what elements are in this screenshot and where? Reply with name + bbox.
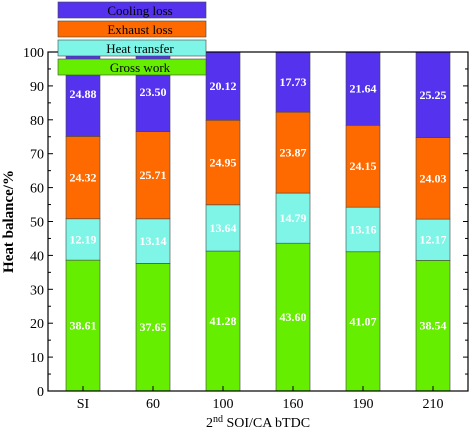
data-label-cooling-loss-3: 20.12 xyxy=(210,79,237,93)
data-label-cooling-loss-2: 23.50 xyxy=(140,85,167,99)
bar-cooling-loss-5 xyxy=(345,51,381,126)
data-label-exhaust-loss-6: 24.03 xyxy=(420,171,447,185)
x-tick-label: 100 xyxy=(213,397,234,412)
data-label-gross-work-4: 43.60 xyxy=(280,310,307,324)
bar-heat-transfer-1 xyxy=(65,218,101,261)
bar-gross-work-1 xyxy=(65,259,101,392)
bar-exhaust-loss-2 xyxy=(135,131,171,220)
data-label-exhaust-loss-1: 24.32 xyxy=(70,171,97,185)
legend-swatch-cooling-loss xyxy=(57,1,207,19)
data-label-cooling-loss-6: 25.25 xyxy=(420,88,447,102)
y-tick-label: 80 xyxy=(30,114,44,129)
data-label-heat-transfer-5: 13.16 xyxy=(350,222,377,236)
bar-cooling-loss-6 xyxy=(415,51,451,138)
bar-cooling-loss-3 xyxy=(205,51,241,121)
data-label-gross-work-3: 41.28 xyxy=(210,314,237,328)
axes-layer: SI 60 100 160 190 210 0 10 20 30 40 50 60 70 80 90 100 xyxy=(23,46,468,412)
y-tick-label: 60 xyxy=(30,182,44,197)
data-label-heat-transfer-4: 14.79 xyxy=(280,211,307,225)
legend-swatch-heat-transfer xyxy=(57,39,207,57)
bar-gross-work-2 xyxy=(135,263,171,392)
data-label-heat-transfer-1: 12.19 xyxy=(70,232,97,246)
data-label-gross-work-1: 38.61 xyxy=(70,319,97,333)
y-tick-label: 70 xyxy=(30,148,44,163)
x-tick-label: 60 xyxy=(146,397,160,412)
y-tick-label: 30 xyxy=(30,283,44,298)
data-label-heat-transfer-2: 13.14 xyxy=(140,234,167,248)
bar-heat-transfer-5 xyxy=(345,206,381,253)
data-label-cooling-loss-1: 24.88 xyxy=(70,87,97,101)
data-label-gross-work-6: 38.54 xyxy=(420,319,447,333)
data-label-exhaust-loss-3: 24.95 xyxy=(210,156,237,170)
x-tick-label: 210 xyxy=(423,397,444,412)
y-axis-title: Heat balance/% xyxy=(1,170,17,273)
x-axis-title-superscript: nd xyxy=(213,414,223,425)
data-label-heat-transfer-6: 12.17 xyxy=(420,233,447,247)
bar-exhaust-loss-5 xyxy=(345,124,381,208)
bar-heat-transfer-3 xyxy=(205,204,241,252)
y-tick-label: 40 xyxy=(30,249,44,264)
plot-area-frame xyxy=(47,51,469,392)
x-tick-label: 160 xyxy=(283,397,304,412)
x-tick-label: 190 xyxy=(353,397,374,412)
data-label-exhaust-loss-2: 25.71 xyxy=(140,168,167,182)
y-tick-label: 90 xyxy=(30,80,44,95)
bar-exhaust-loss-6 xyxy=(415,137,451,220)
data-label-cooling-loss-4: 17.73 xyxy=(280,75,307,89)
legend-swatch-gross-work xyxy=(57,58,207,76)
bar-exhaust-loss-4 xyxy=(275,111,311,194)
y-tick-label: 100 xyxy=(23,46,44,61)
legend-label-cooling-loss: Cooling loss xyxy=(107,3,172,18)
y-tick-label: 50 xyxy=(30,216,44,231)
bars-layer xyxy=(65,51,451,392)
data-label-gross-work-2: 37.65 xyxy=(140,320,167,334)
legend-label-heat-transfer: Heat transfer xyxy=(106,41,174,56)
legend: Cooling loss Exhaust loss Heat transfer Gro… xyxy=(57,1,207,76)
bar-exhaust-loss-3 xyxy=(205,119,241,206)
data-label-exhaust-loss-5: 24.15 xyxy=(350,159,377,173)
bar-cooling-loss-4 xyxy=(275,51,311,113)
bar-gross-work-6 xyxy=(415,260,451,392)
data-label-cooling-loss-5: 21.64 xyxy=(350,82,377,96)
x-axis-title-prefix: 2 xyxy=(206,416,213,431)
legend-swatch-exhaust-loss xyxy=(57,20,207,38)
x-axis-title-suffix: SOI/CA bTDC xyxy=(223,416,310,431)
data-label-gross-work-5: 41.07 xyxy=(350,314,377,328)
y-tick-label: 20 xyxy=(30,317,44,332)
data-label-heat-transfer-3: 13.64 xyxy=(210,221,237,235)
data-labels-layer: 38.61 12.19 24.32 24.88 37.65 13.14 25.71 23.50… xyxy=(70,75,447,334)
legend-label-gross-work: Gross work xyxy=(110,60,171,75)
bar-heat-transfer-2 xyxy=(135,218,171,264)
bar-gross-work-4 xyxy=(275,242,311,392)
x-axis-title: 2nd SOI/CA bTDC xyxy=(206,414,310,431)
y-tick-label: 10 xyxy=(30,351,44,366)
legend-label-exhaust-loss: Exhaust loss xyxy=(107,22,172,37)
data-label-exhaust-loss-4: 23.87 xyxy=(280,146,307,160)
bar-gross-work-5 xyxy=(345,251,381,392)
y-tick-label: 0 xyxy=(37,385,44,400)
x-tick-label: SI xyxy=(77,397,90,412)
